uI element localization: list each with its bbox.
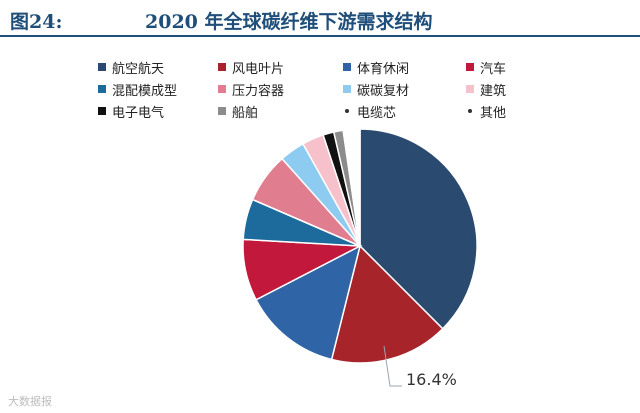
legend-swatch <box>98 107 106 115</box>
legend-swatch <box>98 63 106 71</box>
legend-label: 混配模成型 <box>112 83 178 99</box>
pie-slice <box>349 128 361 247</box>
title-rule <box>0 35 640 37</box>
legend-label: 汽车 <box>480 61 507 77</box>
legend-item-wind-blades: 风电叶片 <box>218 58 285 77</box>
legend-label: 其他 <box>480 105 507 121</box>
pie-slice <box>359 128 478 330</box>
legend-item-other: 其他 <box>466 102 507 121</box>
legend-label: 体育休闲 <box>357 61 410 77</box>
legend-item-construction: 建筑 <box>466 80 507 99</box>
legend-swatch <box>98 85 106 93</box>
legend-swatch <box>218 107 226 115</box>
legend-label: 电缆芯 <box>357 105 397 121</box>
legend-label: 碳碳复材 <box>357 83 410 99</box>
pie-slices <box>242 128 478 364</box>
legend-item-cc-composites: 碳碳复材 <box>343 80 410 99</box>
legend-label: 压力容器 <box>232 83 285 99</box>
legend-item-molding: 混配模成型 <box>98 80 178 99</box>
legend-swatch <box>218 85 226 93</box>
legend-swatch <box>218 63 226 71</box>
legend-item-pressure-vessels: 压力容器 <box>218 80 285 99</box>
legend-label: 风电叶片 <box>232 61 285 77</box>
legend-swatch <box>466 63 474 71</box>
legend-item-cable-core: 电缆芯 <box>343 102 397 121</box>
legend-label: 建筑 <box>480 83 507 99</box>
data-label-wind-blades: 16.4% <box>406 370 457 389</box>
data-label-leader-line <box>383 345 402 387</box>
legend-label: 航空航天 <box>112 61 165 77</box>
chart-title: 2020 年全球碳纤维下游需求结构 <box>145 11 433 33</box>
pie-slice <box>255 244 362 361</box>
legend-swatch <box>343 63 351 71</box>
legend-item-automotive: 汽车 <box>466 58 507 77</box>
legend-swatch <box>468 109 472 113</box>
legend-swatch <box>466 85 474 93</box>
legend-item-aerospace: 航空航天 <box>98 58 165 77</box>
legend-label: 船舶 <box>232 105 259 121</box>
legend-swatch <box>343 85 351 93</box>
figure-header: 图24: 2020 年全球碳纤维下游需求结构 <box>0 0 640 38</box>
legend-item-marine: 船舶 <box>218 102 259 121</box>
watermark: 大数据报 <box>8 395 52 408</box>
legend-item-electronics: 电子电气 <box>98 102 165 121</box>
legend-swatch <box>345 109 349 113</box>
figure-label: 图24: <box>10 11 63 33</box>
legend-label: 电子电气 <box>112 105 165 121</box>
pie-annotations: 16.4% <box>383 345 457 389</box>
legend-item-sports: 体育休闲 <box>343 58 410 77</box>
pie-slice <box>330 244 444 364</box>
